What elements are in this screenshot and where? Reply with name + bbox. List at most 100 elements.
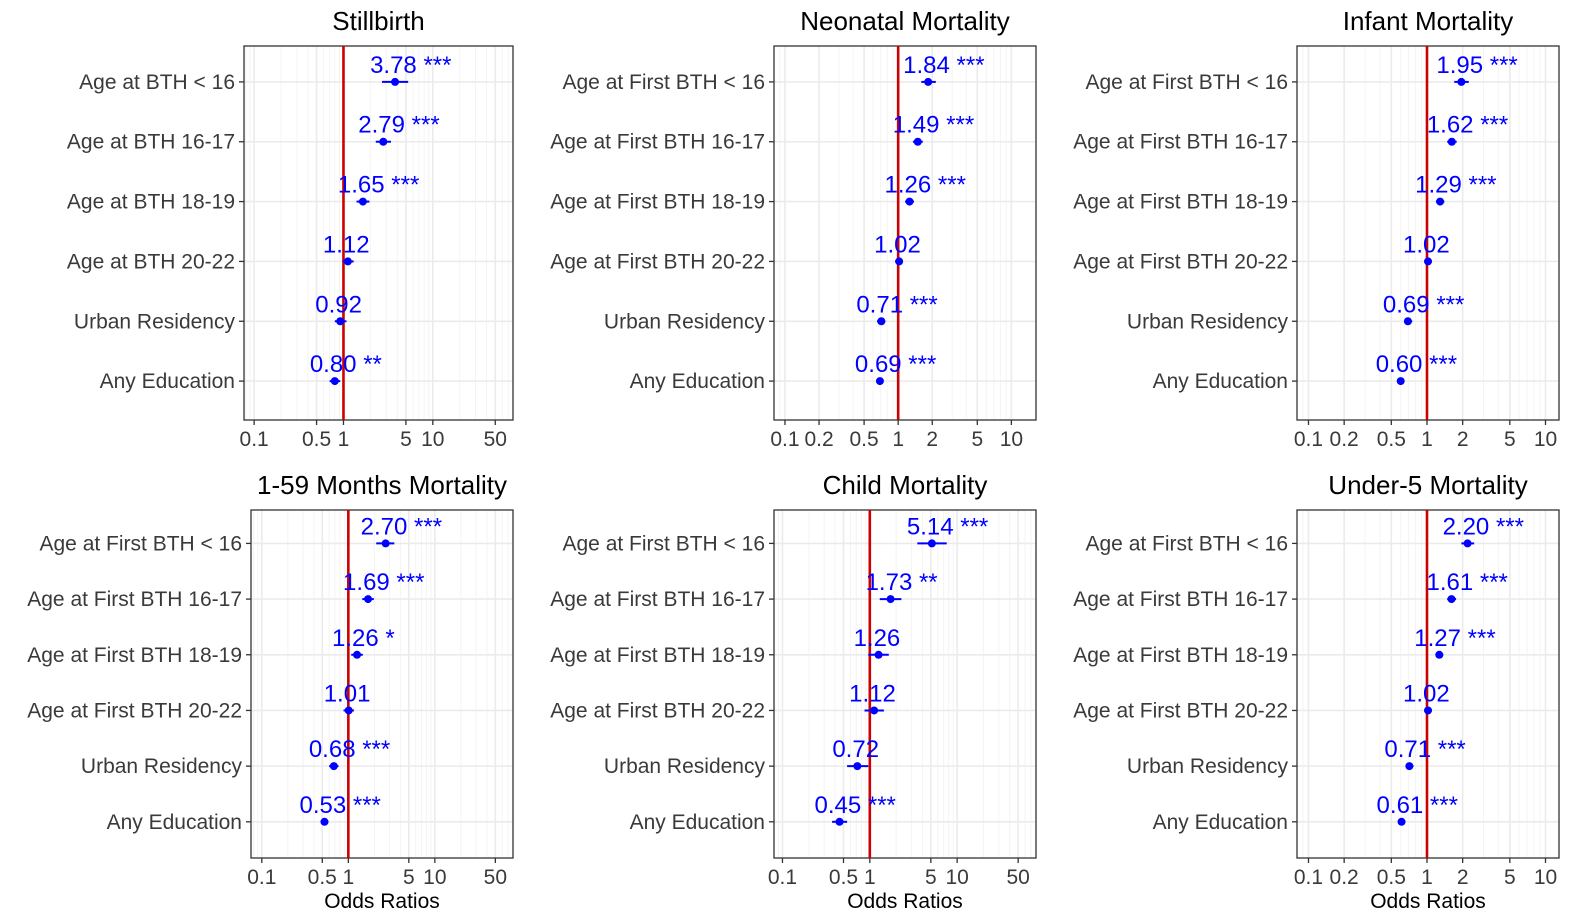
x-tick-label: 1	[342, 866, 354, 889]
x-tick-label: 0.5	[308, 866, 337, 889]
odds-ratio-point	[835, 817, 844, 826]
row-label: Urban Residency	[81, 755, 243, 778]
row-label: Urban Residency	[74, 310, 236, 333]
odds-ratio-point	[1447, 595, 1456, 604]
odds-ratio-label: 1.62 ***	[1427, 112, 1508, 139]
odds-ratio-point	[336, 317, 345, 326]
x-tick-label: 1	[1421, 866, 1433, 889]
row-label: Age at First BTH 20-22	[550, 250, 765, 273]
x-tick-label: 2	[1457, 428, 1469, 451]
odds-ratio-point	[1447, 137, 1456, 146]
row-label: Age at First BTH 18-19	[27, 644, 242, 667]
row-label: Age at First BTH 16-17	[1073, 588, 1288, 611]
odds-ratio-label: 0.71 ***	[856, 291, 937, 318]
row-label: Age at First BTH 18-19	[550, 644, 765, 667]
row-label: Any Education	[100, 370, 235, 393]
row-label: Age at First BTH 16-17	[1073, 131, 1288, 154]
x-tick-label: 0.2	[1330, 866, 1359, 889]
x-tick-label: 5	[400, 428, 412, 451]
x-axis-title: Odds Ratios	[324, 890, 440, 913]
x-tick-label: 1	[892, 428, 904, 451]
panel-border	[773, 509, 1037, 859]
x-tick-label: 0.1	[1294, 866, 1323, 889]
x-tick-label: 0.5	[1377, 866, 1406, 889]
row-label: Urban Residency	[1127, 310, 1289, 333]
row-label: Age at First BTH 16-17	[27, 588, 242, 611]
odds-ratio-label: 1.49 ***	[893, 112, 974, 139]
odds-ratio-point	[1397, 817, 1406, 826]
odds-ratio-point	[875, 377, 884, 386]
odds-ratio-label: 2.79 ***	[358, 112, 439, 139]
odds-ratio-point	[1403, 317, 1412, 326]
panel-border	[243, 45, 514, 421]
panel-title: Neonatal Mortality	[800, 6, 1010, 36]
odds-ratio-label: 1.01	[324, 680, 371, 707]
x-tick-label: 10	[1000, 428, 1023, 451]
odds-ratio-point	[379, 137, 388, 146]
odds-ratio-point	[927, 539, 936, 548]
x-tick-label: 10	[1534, 866, 1557, 889]
panel-title: 1-59 Months Mortality	[257, 470, 507, 500]
odds-ratio-point	[381, 539, 390, 548]
x-tick-label: 5	[1504, 428, 1516, 451]
row-label: Age at First BTH 20-22	[1073, 699, 1288, 722]
odds-ratio-label: 1.12	[849, 680, 896, 707]
row-label: Age at First BTH 16-17	[550, 588, 765, 611]
odds-ratio-label: 0.69 ***	[855, 351, 936, 378]
row-label: Any Education	[1153, 811, 1288, 834]
odds-ratio-label: 1.02	[874, 231, 921, 258]
row-label: Urban Residency	[1127, 755, 1289, 778]
row-label: Age at First BTH < 16	[1086, 532, 1289, 555]
odds-ratio-point	[874, 650, 883, 659]
x-tick-label: 0.1	[247, 866, 276, 889]
odds-ratio-label: 0.53 ***	[299, 792, 380, 819]
odds-ratio-label: 0.92	[315, 291, 362, 318]
row-label: Age at First BTH 16-17	[550, 131, 765, 154]
odds-ratio-label: 1.65 ***	[338, 172, 419, 199]
odds-ratio-label: 0.72	[832, 736, 879, 763]
panel-title: Child Mortality	[823, 470, 988, 500]
x-tick-label: 5	[971, 428, 983, 451]
row-label: Age at BTH < 16	[79, 71, 235, 94]
row-label: Age at First BTH 20-22	[550, 699, 765, 722]
x-tick-label: 50	[484, 866, 507, 889]
row-label: Any Education	[107, 811, 242, 834]
odds-ratio-label: 0.60 ***	[1376, 351, 1457, 378]
odds-ratio-point	[886, 595, 895, 604]
panel-border	[773, 45, 1037, 421]
panel-6: Under-5 Mortality 0.1 0.2 0.5 1 2 5 10 Odds Rati…	[1073, 470, 1560, 913]
odds-ratio-label: 1.26 *	[332, 625, 395, 652]
odds-ratio-point	[1463, 539, 1472, 548]
odds-ratio-label: 1.27 ***	[1414, 625, 1495, 652]
x-tick-label: 1	[1421, 428, 1433, 451]
odds-ratio-point	[1436, 197, 1445, 206]
row-label: Age at First BTH 18-19	[550, 191, 765, 214]
x-tick-label: 5	[1504, 866, 1516, 889]
x-tick-label: 1	[338, 428, 350, 451]
row-label: Any Education	[1153, 370, 1288, 393]
row-label: Age at First BTH 20-22	[1073, 250, 1288, 273]
odds-ratio-point	[330, 377, 339, 386]
odds-ratio-point	[1396, 377, 1405, 386]
row-label: Age at BTH 20-22	[67, 250, 235, 273]
panel-2: Neonatal Mortality 0.1 0.2 0.5 1 2 5 10 Age at F…	[550, 6, 1037, 451]
x-tick-label: 2	[1457, 866, 1469, 889]
odds-ratio-point	[329, 762, 338, 771]
odds-ratio-point	[353, 650, 362, 659]
odds-ratio-point	[344, 706, 353, 715]
row-label: Age at BTH 18-19	[67, 191, 235, 214]
x-tick-label: 10	[423, 866, 446, 889]
x-tick-label: 0.5	[849, 428, 878, 451]
odds-ratio-label: 1.26 ***	[885, 172, 966, 199]
odds-ratio-point	[905, 197, 914, 206]
odds-ratio-label: 1.84 ***	[903, 52, 984, 79]
panel-1: Stillbirth 0.1 0.5 1 5 10 50 Age at BTH < 16 3.7…	[67, 6, 514, 451]
x-tick-label: 0.1	[768, 866, 797, 889]
odds-ratio-point	[924, 77, 933, 86]
row-label: Age at BTH 16-17	[67, 131, 235, 154]
row-label: Age at First BTH 18-19	[1073, 644, 1288, 667]
odds-ratio-point	[1424, 706, 1433, 715]
panel-title: Stillbirth	[332, 6, 424, 36]
